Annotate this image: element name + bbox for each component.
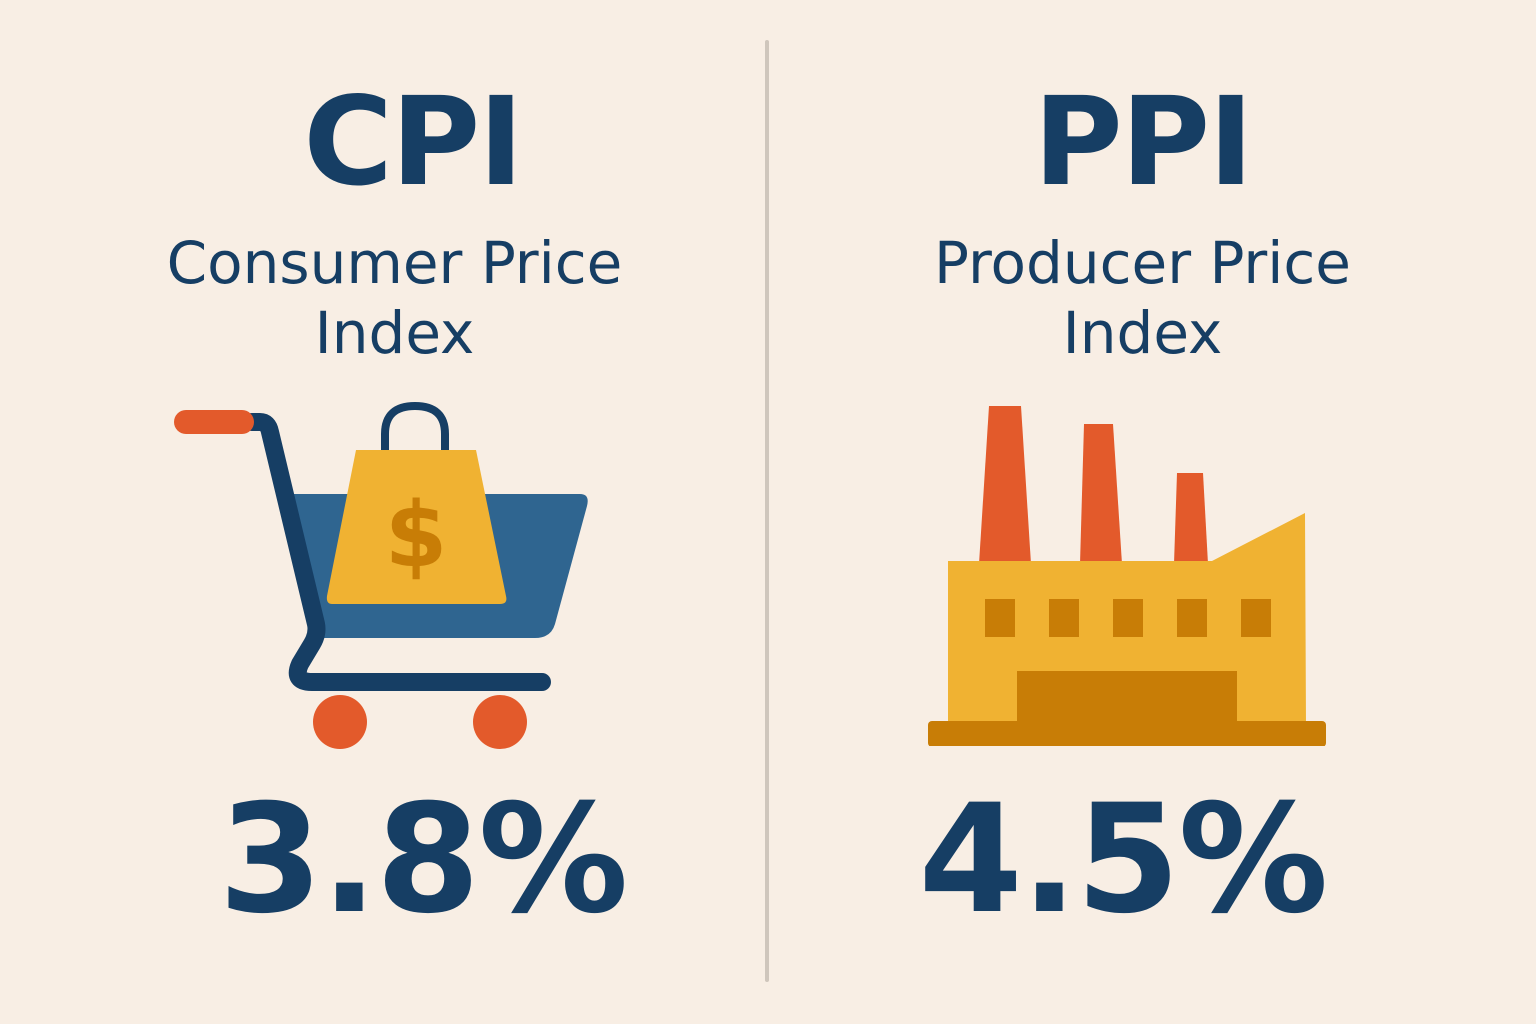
cpi-panel: CPI Consumer Price Index $ 3.8% <box>0 0 765 1024</box>
factory-window <box>1241 599 1271 637</box>
cpi-fullname-line2: Index <box>314 299 475 367</box>
cart-wheel-right <box>473 695 527 749</box>
ppi-fullname: Producer Price Index <box>759 228 1526 368</box>
cart-wheel-left <box>313 695 367 749</box>
ppi-value: 4.5% <box>918 773 1328 947</box>
shopping-bag <box>326 450 507 604</box>
panel-divider <box>765 40 769 982</box>
chimney-3 <box>1174 473 1208 564</box>
factory-base <box>928 721 1326 746</box>
factory-door <box>1017 671 1237 726</box>
chimney-1 <box>979 406 1031 564</box>
chimney-2 <box>1080 424 1122 564</box>
ppi-acronym: PPI <box>1033 71 1253 213</box>
cpi-value: 3.8% <box>218 773 628 947</box>
factory-window <box>1113 599 1143 637</box>
cpi-fullname-line1: Consumer Price <box>166 229 623 297</box>
shopping-cart-icon: $ <box>174 401 588 749</box>
cart-frame <box>243 413 551 691</box>
factory-window <box>1049 599 1079 637</box>
factory-icon <box>928 406 1326 746</box>
cpi-fullname: Consumer Price Index <box>12 228 777 368</box>
factory-window <box>1177 599 1207 637</box>
factory-window <box>985 599 1015 637</box>
ppi-fullname-line2: Index <box>1062 299 1223 367</box>
ppi-panel: PPI Producer Price Index 4.5% <box>769 0 1536 1024</box>
ppi-fullname-line1: Producer Price <box>934 229 1351 297</box>
bag-handle <box>381 401 449 478</box>
dollar-sign-icon: $ <box>385 483 448 588</box>
cpi-acronym: CPI <box>303 71 523 213</box>
